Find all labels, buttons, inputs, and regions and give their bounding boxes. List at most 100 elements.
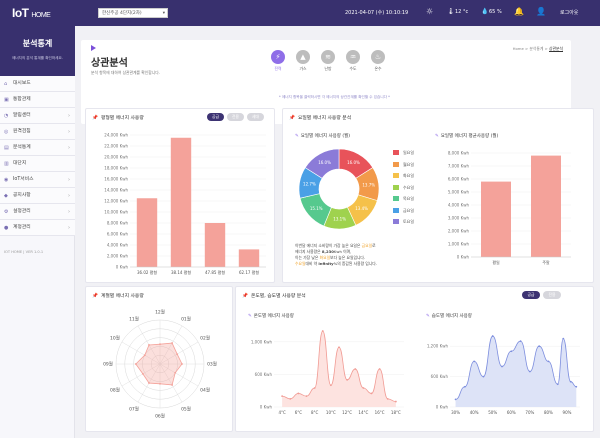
sidebar-item-notice[interactable]: ◆ 공지사항 › <box>0 188 75 204</box>
x-tick-label: 60% <box>507 410 516 415</box>
legend-swatch <box>393 184 399 190</box>
humidity-value: 65 % <box>489 9 502 15</box>
legend-swatch <box>393 161 399 167</box>
bar <box>481 181 511 257</box>
breadcrumb-home[interactable]: Home <box>512 46 524 51</box>
utility-electric-button[interactable]: ⚡ 전력 <box>267 50 289 72</box>
radar-label: 02월 <box>200 335 210 342</box>
tab-exclusive[interactable]: 전용 <box>227 113 244 121</box>
x-tick-label: 36.02 평형 <box>137 269 157 275</box>
x-tick-label: 6°C <box>295 410 303 415</box>
main-content: 상관분석 분석 항목에 대하여 상관관계를 확인합니다. Home > 분석통계… <box>75 26 600 438</box>
analysis-description: 이번달 에너지 소비량이 가장 높은 요일은 금요일로 에너지 사용량은 8,2… <box>295 243 377 266</box>
legend-item: 화요일 <box>393 172 414 184</box>
user-icon[interactable]: 👤 <box>536 7 546 16</box>
data-point <box>305 395 308 398</box>
tab-exclusive[interactable]: 전용 <box>543 291 561 299</box>
data-point <box>547 360 550 363</box>
pin-icon: ✎ <box>426 314 430 319</box>
site-select[interactable]: 한신주공 4단지(2차) ▾ <box>98 8 168 18</box>
radar-label: 10월 <box>110 335 120 342</box>
wifi-icon: ◉ <box>4 177 9 183</box>
data-point <box>346 378 349 381</box>
y-tick-label: 5,000 Kwh <box>448 190 470 195</box>
avg-title: ✎ 요일별 에너지 평균사용량 (월) <box>435 134 499 139</box>
sidebar-item-monitoring[interactable]: ▣ 통합관제 <box>0 92 75 108</box>
pin-icon: ✎ <box>248 314 252 319</box>
app-logo[interactable]: IoT HOME <box>12 6 51 20</box>
pin-icon: ✎ <box>295 134 299 139</box>
data-point <box>338 346 340 349</box>
temp-chart-title: ✎ 온도별 에너지 사용량 <box>248 314 294 319</box>
utility-water-button[interactable]: ♒ 수도 <box>342 50 364 72</box>
radar-point <box>141 373 144 375</box>
pin-icon: 📌 <box>289 116 295 121</box>
radar-label: 01월 <box>181 315 191 322</box>
data-point <box>491 335 494 337</box>
radar-point <box>171 384 173 386</box>
card-title: 📌 계절별 에너지 사용량 <box>92 294 144 299</box>
data-point <box>501 365 503 368</box>
data-point <box>528 370 531 373</box>
bell-icon: ◔ <box>4 113 9 119</box>
sidebar-item-metering[interactable]: ◎ 원격검침 › <box>0 124 75 140</box>
page-title: 상관분석 <box>91 58 128 69</box>
radar-point <box>134 363 137 365</box>
notice-text: * 에너지 항목을 클릭하시면 각 에너지의 상관관계를 확인할 수 있습니다 … <box>279 95 390 99</box>
chevron-down-icon: ▾ <box>162 11 165 16</box>
x-tick-label: 62.17 평형 <box>239 269 259 275</box>
slice-label: 13.4% <box>355 206 368 211</box>
sidebar-item-iot-service[interactable]: ◉ IoT서비스 › <box>0 172 75 188</box>
data-point <box>362 387 365 389</box>
y-tick-label: 0 Kwh <box>260 405 273 410</box>
y-tick-label: 0 Kwh <box>116 265 129 270</box>
y-tick-label: 4,000 Kwh <box>107 243 129 248</box>
page-subtitle: 분석 항목에 대하여 상관관계를 확인합니다. <box>91 70 160 75</box>
data-point <box>556 383 559 386</box>
logout-link[interactable]: 로그아웃 <box>560 10 579 16</box>
data-point <box>386 397 389 400</box>
bar <box>238 249 260 267</box>
utility-gas-button[interactable]: ▲ 가스 <box>292 50 314 72</box>
legend-swatch <box>393 207 399 213</box>
y-tick-label: 10,000 Kwh <box>104 210 128 215</box>
utility-hotwater-button[interactable]: ♨ 온수 <box>367 50 389 72</box>
utility-heating-button[interactable]: ≋ 난방 <box>317 50 339 72</box>
y-tick-label: 18,000 Kwh <box>104 166 128 171</box>
sidebar-item-complex[interactable]: ▥ 대단지 <box>0 156 75 172</box>
y-tick-label: 0 Kwh <box>457 255 470 260</box>
bar <box>531 155 561 257</box>
sidebar-item-analytics[interactable]: ▤ 분석통계 › <box>0 140 75 156</box>
temp-humid-card: 📌 온도별, 습도별 사용량 분석 공급 전용 ✎ 온도별 에너지 사용량 ✎ 습도별… <box>235 286 594 432</box>
top-bar: IoT HOME 한신주공 4단지(2차) ▾ 2021-04-07 (수) 10… <box>0 0 600 26</box>
sidebar-item-settings[interactable]: ⚙ 설정관리 › <box>0 204 75 220</box>
area-fill <box>282 331 396 407</box>
bar <box>170 137 192 267</box>
sidebar: 분석통계 에너지의 분석 통계를 확인하세요. ⌂ 대시보드 ▣ 통합관제 ◔ 알림센… <box>0 26 75 438</box>
breadcrumb-section[interactable]: 분석통계 <box>529 46 544 51</box>
y-tick-label: 600 Kwh <box>255 372 273 377</box>
bell-icon[interactable]: 🔔 <box>514 7 524 16</box>
y-tick-label: 6,000 Kwh <box>448 177 470 182</box>
sidebar-item-alerts[interactable]: ◔ 알림센터 › <box>0 108 75 124</box>
sidebar-item-accounts[interactable]: ● 계정관리 › <box>0 220 75 236</box>
y-tick-label: 0 Kwh <box>436 405 449 410</box>
slice-label: 15.1% <box>310 206 323 211</box>
pin-icon: 📌 <box>242 294 248 299</box>
tab-supply[interactable]: 공급 <box>522 291 540 299</box>
x-tick-label: 16°C <box>375 410 385 415</box>
gear-icon: ⚙ <box>4 209 9 215</box>
legend-item: 일요일 <box>393 149 414 161</box>
tab-supply[interactable]: 공급 <box>207 113 224 121</box>
data-point <box>313 387 316 389</box>
radar-point <box>159 382 161 385</box>
data-point <box>394 400 397 403</box>
tab-household[interactable]: 세대 <box>247 113 264 121</box>
radar-area <box>135 342 183 386</box>
radar-label: 08월 <box>110 387 120 394</box>
legend-item: 월요일 <box>393 161 414 173</box>
legend-item: 금요일 <box>393 207 414 219</box>
radar-spoke <box>159 325 183 365</box>
sidebar-item-dashboard[interactable]: ⌂ 대시보드 <box>0 76 75 92</box>
x-tick-label: 12°C <box>342 410 352 415</box>
